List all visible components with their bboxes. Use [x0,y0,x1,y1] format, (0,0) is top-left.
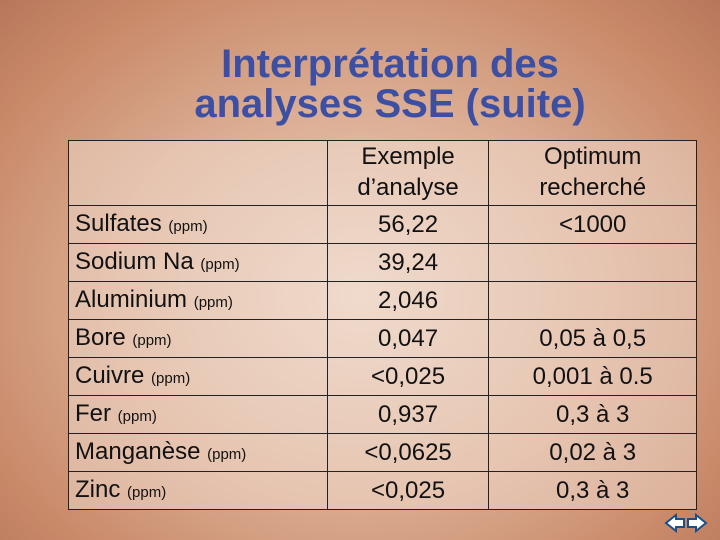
name-cell: Bore (ppm) [68,319,328,358]
prev-arrow[interactable] [664,512,685,534]
table-row: Manganèse (ppm) <0,0625 0,02 à 3 [68,433,697,472]
table-row: Sulfates (ppm) 56,22 <1000 [68,205,697,244]
header-cell: Exemple d’analyse [326,140,490,206]
example-cell: <0,025 [326,357,490,396]
unit: (ppm) [151,369,191,387]
table-row: Fer (ppm) 0,937 0,3 à 3 [68,395,697,434]
next-arrow[interactable] [687,512,708,534]
example-cell: <0,025 [326,471,490,510]
data-table: Exemple d’analyse Optimum recherché Sulf… [68,140,697,510]
optimum-cell [488,281,697,320]
title: Interprétation des analyses SSE (suite) [140,44,640,124]
name-cell: Cuivre (ppm) [68,357,328,396]
optimum-cell: <1000 [488,205,697,244]
title-line: analyses SSE (suite) [194,82,586,126]
optimum-cell: 0,001 à 0.5 [488,357,697,396]
example-cell: 0,047 [326,319,490,358]
element-name: Aluminium [75,285,188,313]
example-cell: 56,22 [326,205,490,244]
example-cell: 2,046 [326,281,490,320]
table-row: Aluminium (ppm) 2,046 [68,281,697,320]
table-row: Cuivre (ppm) <0,025 0,001 à 0.5 [68,357,697,396]
table-row: Bore (ppm) 0,047 0,05 à 0,5 [68,319,697,358]
nav-arrows[interactable] [664,512,708,534]
unit: (ppm) [168,217,208,235]
header-cell: Optimum recherché [488,140,697,206]
unit: (ppm) [200,255,240,273]
optimum-cell: 0,3 à 3 [488,395,697,434]
name-cell: Sulfates (ppm) [68,205,328,244]
header-cell [68,140,328,206]
element-name: Cuivre [75,361,145,389]
name-cell: Aluminium (ppm) [68,281,328,320]
element-name: Sulfates [75,209,162,237]
element-name: Bore [75,323,126,351]
element-name: Fer [75,399,111,427]
unit: (ppm) [127,483,167,501]
optimum-cell: 0,05 à 0,5 [488,319,697,358]
optimum-cell: 0,3 à 3 [488,471,697,510]
optimum-cell [488,243,697,282]
element-name: Manganèse [75,437,201,465]
name-cell: Manganèse (ppm) [68,433,328,472]
unit: (ppm) [117,407,157,425]
title-line: Interprétation des [221,42,559,86]
table-row: Zinc (ppm) <0,025 0,3 à 3 [68,471,697,510]
name-cell: Fer (ppm) [68,395,328,434]
example-cell: 39,24 [326,243,490,282]
element-name: Zinc [75,475,121,503]
unit: (ppm) [132,331,172,349]
example-cell: 0,937 [326,395,490,434]
example-cell: <0,0625 [326,433,490,472]
name-cell: Zinc (ppm) [68,471,328,510]
optimum-cell: 0,02 à 3 [488,433,697,472]
unit: (ppm) [193,293,233,311]
header-row: Exemple d’analyse Optimum recherché [68,140,697,206]
unit: (ppm) [207,445,247,463]
element-name: Sodium Na [75,247,194,275]
name-cell: Sodium Na (ppm) [68,243,328,282]
table-row: Sodium Na (ppm) 39,24 [68,243,697,282]
